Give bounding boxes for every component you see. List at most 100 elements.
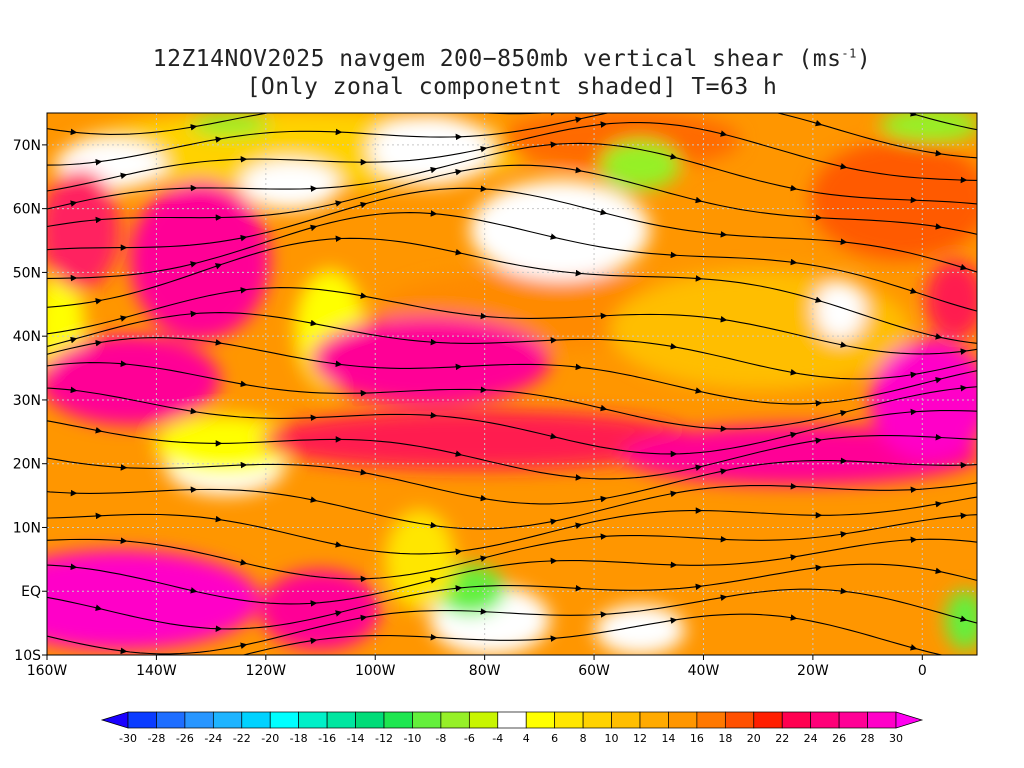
streamline-arrow: [839, 341, 848, 348]
colorbar-swatch: [781, 711, 812, 729]
colorbar-label: -20: [261, 732, 279, 745]
streamline: [47, 457, 977, 505]
colorbar-swatch: [497, 711, 527, 729]
streamline-arrow: [94, 216, 103, 224]
streamline-arrow: [429, 521, 438, 529]
streamline-arrow: [454, 168, 463, 176]
streamline-arrow: [189, 407, 198, 415]
colorbar-swatch: [440, 711, 470, 729]
y-tick-label: 30N: [13, 393, 41, 409]
streamline-arrow: [239, 234, 248, 242]
streamline-arrow: [839, 163, 848, 170]
colorbar-swatch: [668, 711, 698, 729]
streamline-arrow: [309, 637, 318, 645]
streamline-arrow: [479, 494, 488, 502]
colorbar-swatch: [326, 711, 356, 729]
colorbar-label: -16: [318, 732, 336, 745]
colorbar-swatch: [269, 711, 300, 729]
colorbar-swatch: [127, 711, 157, 729]
streamline-arrow: [69, 336, 78, 344]
y-tick-label: EQ: [21, 584, 41, 600]
streamline-arrow: [119, 315, 128, 322]
streamline-arrow: [334, 610, 343, 617]
colorbar-swatch: [298, 711, 328, 729]
streamline-arrow: [669, 490, 678, 498]
streamline-arrow: [909, 287, 918, 294]
y-tick-label: 10N: [13, 520, 41, 536]
streamline-arrow: [479, 312, 488, 320]
streamline-arrow: [669, 153, 678, 160]
streamline-arrow: [959, 512, 968, 520]
streamline-arrow: [574, 363, 583, 371]
streamline-arrow: [309, 496, 318, 503]
colorbar-swatch: [810, 711, 840, 729]
colorbar-arrow-high: [895, 711, 924, 729]
streamline-arrow: [694, 196, 703, 204]
streamline-arrow: [574, 116, 583, 124]
streamline-arrow: [909, 644, 918, 651]
streamline-arrow: [549, 432, 558, 440]
streamline-arrow: [934, 223, 943, 230]
colorbar-swatch: [355, 711, 385, 729]
colorbar-swatch: [525, 711, 556, 729]
x-tick-label: 80W: [469, 663, 501, 679]
y-tick-label: 50N: [13, 265, 41, 281]
colorbar: -30 -28 -26 -24 -22 -20 -18 -16 -14 -12 -10 -8 -6 -4 4…: [100, 711, 924, 745]
colorbar-label: 24: [804, 732, 818, 745]
streamline-arrow: [789, 258, 798, 266]
streamline-arrow: [429, 166, 438, 174]
x-tick-label: 0: [918, 663, 927, 679]
streamline: [47, 187, 977, 273]
streamline-arrow: [214, 515, 223, 523]
colorbar-swatch: [383, 711, 413, 729]
colorbar-label: -26: [176, 732, 194, 745]
streamline-arrow: [359, 614, 368, 622]
streamline-arrow: [934, 567, 943, 575]
streamline-arrow: [599, 208, 608, 216]
colorbar-label: -10: [403, 732, 421, 745]
streamline-arrow: [454, 585, 463, 592]
streamline-arrow: [574, 522, 583, 529]
streamline-arrow: [69, 200, 78, 207]
colorbar-label: -18: [290, 732, 308, 745]
streamline-arrow: [334, 541, 343, 548]
colorbar-label: 26: [832, 732, 846, 745]
streamline-arrow: [669, 617, 678, 624]
colorbar-label: -4: [492, 732, 503, 745]
streamline-arrow: [719, 468, 728, 475]
streamline-arrow: [574, 269, 583, 277]
streamline-arrow: [189, 587, 198, 594]
colorbar-label: 30: [889, 732, 903, 745]
streamline-arrow: [94, 339, 103, 347]
streamline: [47, 420, 977, 480]
streamline-arrow: [189, 124, 198, 131]
y-tick-label: 60N: [13, 202, 41, 218]
colorbar-label: 12: [633, 732, 647, 745]
x-tick-label: 40W: [688, 663, 720, 679]
streamline-arrow: [814, 437, 823, 444]
longitude-axis: 160W 140W 120W 100W 80W 60W 40W 20W 0: [27, 655, 927, 679]
streamline: [47, 337, 977, 405]
streamline-arrow: [959, 263, 968, 271]
colorbar-label: -14: [347, 732, 365, 745]
colorbar-label: 20: [747, 732, 761, 745]
streamline: [241, 613, 945, 655]
latitude-axis: 70N 60N 50N 40N 30N 20N 10N EQ 10S: [13, 138, 47, 664]
lat-lon-grid: [47, 113, 977, 655]
streamline-arrow: [719, 315, 728, 323]
streamline-arrow: [479, 555, 488, 562]
streamline-arrow: [549, 518, 558, 525]
streamline-arrow: [119, 647, 128, 655]
streamline-arrow: [694, 464, 703, 471]
streamline: [47, 588, 977, 655]
colorbar-label: -8: [435, 732, 446, 745]
streamline-arrow: [239, 642, 248, 649]
streamline: [47, 113, 977, 166]
streamline-arrow: [334, 360, 343, 368]
streamline: [47, 362, 977, 430]
streamline-arrow: [454, 548, 463, 556]
colorbar-swatch: [753, 711, 783, 729]
streamline: [47, 563, 977, 630]
colorbar-swatch: [724, 711, 755, 729]
